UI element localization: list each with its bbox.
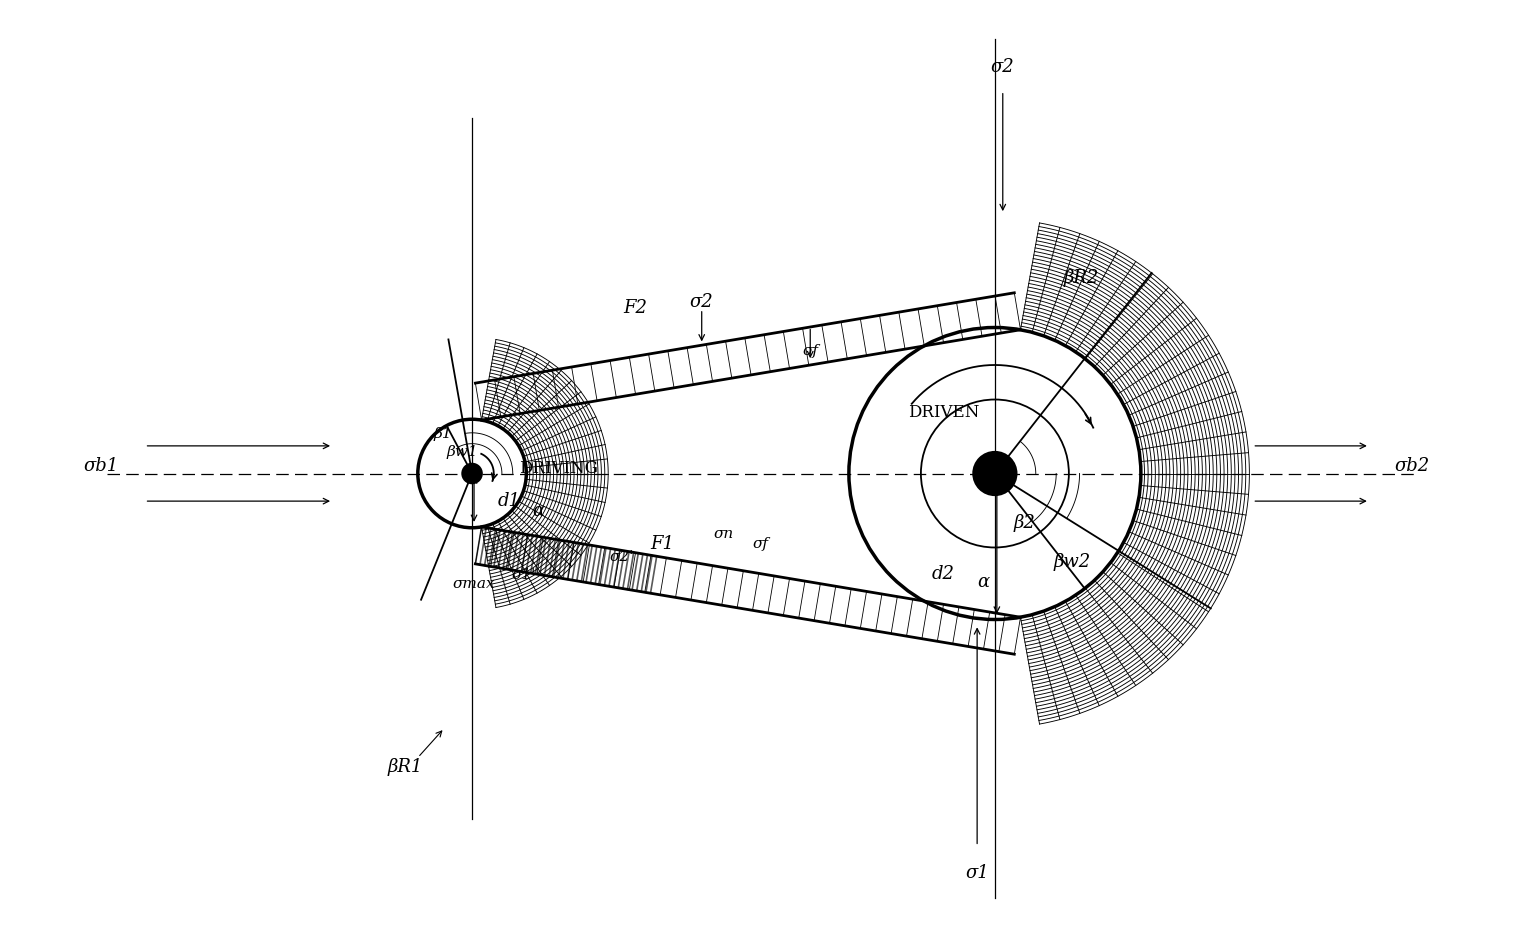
Circle shape [462,464,482,483]
Text: α: α [531,502,544,520]
Text: σf: σf [753,538,770,551]
Circle shape [974,452,1017,495]
Text: σn: σn [714,527,734,541]
Text: σb1: σb1 [83,456,118,474]
Text: β1: β1 [433,427,452,441]
Text: σ2: σ2 [991,58,1015,76]
Text: βw2: βw2 [1054,553,1091,571]
Text: σ1: σ1 [965,864,989,882]
Text: σf: σf [802,345,819,358]
Text: σ1': σ1' [511,568,536,582]
Text: F1: F1 [650,535,674,553]
Text: d1: d1 [498,491,521,509]
Text: σb2: σb2 [1395,456,1430,474]
Text: β2: β2 [1014,514,1035,532]
Text: σmax: σmax [453,577,495,591]
Text: βw1: βw1 [447,445,478,458]
Text: βR2: βR2 [1064,269,1100,287]
Text: DRIVEN: DRIVEN [908,403,980,420]
Text: F2: F2 [622,298,647,317]
Text: σ2: σ2 [690,293,714,311]
Text: βR1: βR1 [387,759,422,777]
Text: d2: d2 [932,565,955,583]
Text: α: α [977,573,989,591]
Text: σ2': σ2' [610,550,634,564]
Text: DRIVING: DRIVING [519,460,599,477]
